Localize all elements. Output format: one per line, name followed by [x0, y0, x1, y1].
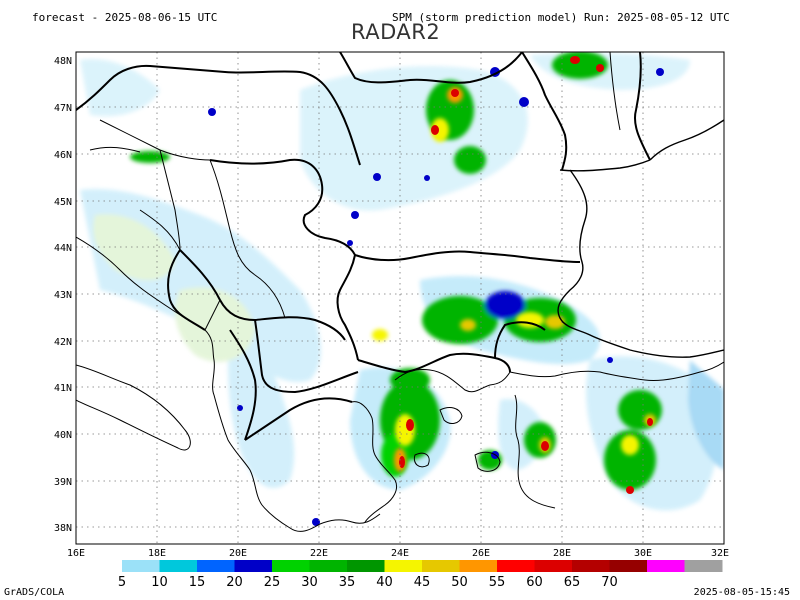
legend-label: 50: [451, 575, 468, 590]
lat-label: 39N: [54, 477, 72, 488]
lon-label: 30E: [634, 548, 652, 559]
lat-label: 38N: [54, 523, 72, 534]
legend-swatch: [422, 560, 460, 572]
legend-swatch: [309, 560, 348, 572]
legend-swatch: [234, 560, 273, 572]
render-timestamp: 2025-08-05-15:45: [693, 587, 790, 598]
lat-label: 41N: [54, 383, 72, 394]
lat-label: 46N: [54, 150, 72, 161]
legend-swatch: [272, 560, 310, 572]
lat-label: 42N: [54, 337, 72, 348]
lon-label: 18E: [148, 548, 166, 559]
lon-label: 22E: [310, 548, 328, 559]
lat-label: 44N: [54, 243, 72, 254]
software-credit: GrADS/COLA: [4, 587, 65, 598]
legend-label: 45: [414, 575, 431, 590]
product-title: RADAR2: [351, 20, 441, 44]
legend-swatch: [534, 560, 573, 572]
legend-label: 55: [489, 575, 506, 590]
legend-label: 40: [376, 575, 393, 590]
lon-label: 32E: [711, 548, 729, 559]
legend-swatch: [347, 560, 385, 572]
longitude-labels: 16E 18E 20E 22E 24E 26E 28E 30E 32E: [67, 548, 729, 559]
lat-label: 40N: [54, 430, 72, 441]
legend-swatch: [684, 560, 723, 572]
legend-swatch: [459, 560, 498, 572]
lat-label: 47N: [54, 103, 72, 114]
lat-label: 45N: [54, 197, 72, 208]
legend-labels: 5 10 15 20 25 30 35 40 45 50 55 60 65 70: [118, 575, 618, 590]
legend-swatch: [497, 560, 535, 572]
legend-label: 60: [526, 575, 543, 590]
legend-label: 30: [301, 575, 318, 590]
forecast-time: forecast - 2025-08-06-15 UTC: [32, 11, 218, 24]
legend-swatch: [609, 560, 648, 572]
map-frame: [75, 51, 725, 545]
legend-label: 65: [564, 575, 581, 590]
legend-swatch: [197, 560, 235, 572]
legend-label: 25: [264, 575, 281, 590]
legend-label: 15: [189, 575, 206, 590]
lon-label: 26E: [472, 548, 490, 559]
lon-label: 24E: [391, 548, 409, 559]
lat-label: 48N: [54, 56, 72, 67]
lon-label: 28E: [553, 548, 571, 559]
legend-swatch: [572, 560, 610, 572]
lon-label: 16E: [67, 548, 85, 559]
legend-swatch: [159, 560, 198, 572]
legend-label: 70: [601, 575, 618, 590]
lat-label: 43N: [54, 290, 72, 301]
legend-label: 10: [151, 575, 168, 590]
latitude-labels: 48N 47N 46N 45N 44N 43N 42N 41N 40N 39N …: [54, 56, 72, 534]
legend-label: 20: [226, 575, 243, 590]
coastlines-and-borders: [76, 52, 724, 532]
lon-label: 20E: [229, 548, 247, 559]
radar-echoes: [80, 52, 724, 526]
legend-label: 35: [339, 575, 356, 590]
color-legend: [122, 560, 723, 572]
model-run-info: SPM (storm prediction model) Run: 2025-0…: [392, 11, 730, 24]
legend-label: 5: [118, 575, 126, 590]
legend-swatch: [384, 560, 423, 572]
legend-swatch: [647, 560, 685, 572]
legend-swatch: [122, 560, 160, 572]
